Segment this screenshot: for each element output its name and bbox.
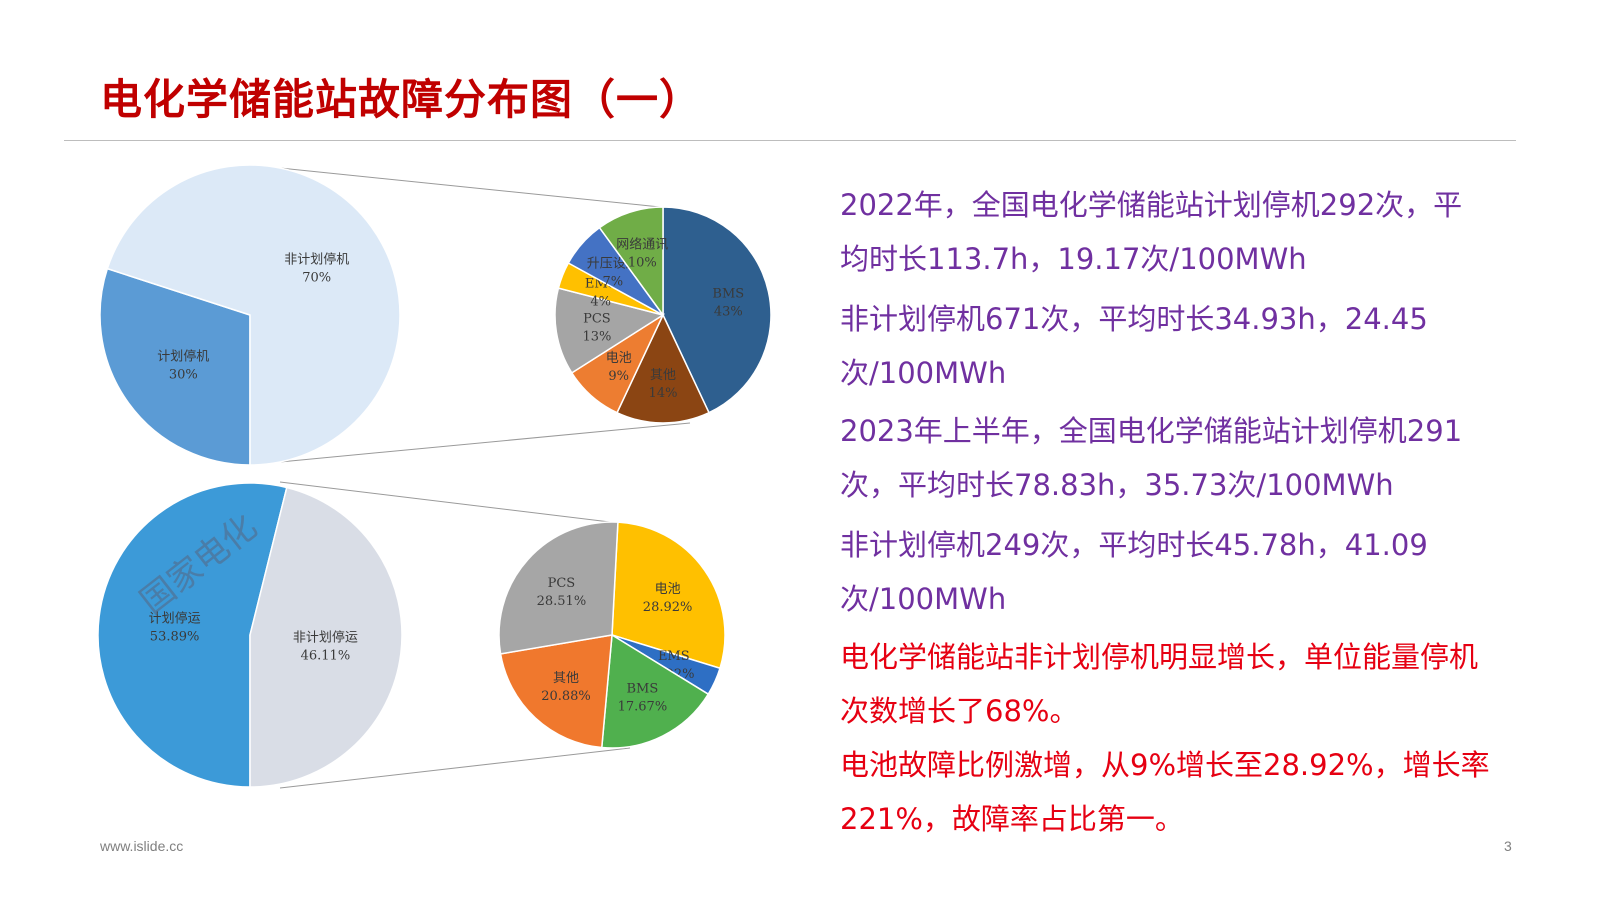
- pie3-slice-2: [600, 633, 710, 749]
- pie2-slice-1: [249, 486, 403, 788]
- pie0-slice-1-value-label: 70%: [302, 271, 331, 286]
- pie-2023-unplanned-breakdown: 电池28.92%EMS4.02%BMS17.67%其他20.88%PCS28.5…: [498, 521, 726, 749]
- paragraph-2023-unplanned: 非计划停机249次，平均时长45.78h，41.09次/100MWh: [840, 528, 1428, 616]
- pie1-slice-1: [616, 313, 710, 424]
- pie1-slice-6-name-label: 网络通讯: [616, 236, 668, 252]
- pie3-slice-0-value-label: 28.92%: [643, 600, 693, 615]
- paragraph-growth-conclusion: 电化学储能站非计划停机明显增长，单位能量停机次数增长了68%。: [840, 640, 1479, 728]
- paragraph-battery-conclusion: 电池故障比例激增，从9%增长至28.92%，增长率221%，故障率占比第一。: [840, 748, 1490, 836]
- pie0-slice-1-name-label: 非计划停机: [284, 252, 349, 268]
- pie1-slice-2-value-label: 9%: [608, 369, 629, 384]
- page-number: 3: [1504, 838, 1512, 854]
- pie0-slice-0-value-label: 30%: [169, 368, 198, 383]
- pie1-slice-0: [662, 206, 772, 414]
- footer-url: www.islide.cc: [100, 838, 184, 854]
- pie3-slice-4-value-label: 28.51%: [537, 594, 587, 609]
- page-title: 电化学储能站故障分布图（一）: [100, 75, 703, 124]
- pie0-slice-0-name-label: 计划停机: [157, 349, 209, 365]
- connector-line-3: [279, 747, 631, 789]
- connector-line-1: [279, 422, 691, 463]
- pie1-slice-3-value-label: 13%: [582, 330, 611, 345]
- pie2-slice-1-value-label: 46.11%: [301, 648, 351, 663]
- fault-distribution-figure: 计划停机 30% 非计划停机 70% BMS 43% 其他 14% 电池 9% PCS 13% EMS…: [90, 160, 810, 800]
- title-divider: [64, 140, 1516, 141]
- connector-line-0: [279, 167, 661, 208]
- connector-lines: [279, 167, 691, 789]
- pie1-slice-3-name-label: PCS: [583, 312, 611, 327]
- paragraph-2023-planned: 2023年上半年，全国电化学储能站计划停机291次，平均时长78.83h，35.…: [840, 414, 1463, 502]
- pie1-slice-5-value-label: 7%: [602, 275, 623, 290]
- pie3-slice-3: [499, 634, 613, 749]
- pie1-slice-3: [554, 287, 665, 374]
- connector-line-2: [279, 481, 611, 523]
- pie1-slice-0-name-label: BMS: [712, 286, 744, 301]
- pie3-slice-4: [498, 521, 619, 655]
- pie2-slice-1-name-label: 非计划停运: [293, 629, 358, 645]
- pie2-slice-0: [97, 482, 288, 788]
- pie1-slice-6-value-label: 10%: [628, 255, 657, 270]
- pie1-slice-0-value-label: 43%: [714, 304, 743, 319]
- pie1-slice-4-value-label: 4%: [590, 294, 611, 309]
- pie3-slice-2-name-label: BMS: [627, 682, 659, 697]
- pie1-slice-6: [598, 206, 664, 318]
- pie-charts-svg: 计划停机 30% 非计划停机 70% BMS 43% 其他 14% 电池 9% PCS 13% EMS…: [97, 164, 772, 789]
- pie1-slice-1-value-label: 14%: [649, 386, 678, 401]
- pie0-slice-1: [106, 164, 401, 466]
- pie1-slice-1-name-label: 其他: [650, 368, 676, 383]
- pie2-slice-0-value-label: 53.89%: [150, 630, 200, 645]
- text-panel: 2022年，全国电化学储能站计划停机292次，平均时长113.7h，19.17次…: [840, 178, 1490, 846]
- pie3-slice-0-name-label: 电池: [655, 582, 681, 597]
- pie3-slice-1-name-label: EMS: [658, 649, 690, 664]
- paragraph-2022-unplanned: 非计划停机671次，平均时长34.93h，24.45次/100MWh: [840, 302, 1428, 390]
- pie3-slice-2-value-label: 17.67%: [618, 700, 668, 715]
- pie-2022-overview: 计划停机 30% 非计划停机 70%: [99, 164, 401, 466]
- pie3-slice-3-value-label: 20.88%: [541, 689, 591, 704]
- pie0-slice-0: [99, 267, 251, 466]
- pie3-slice-4-name-label: PCS: [548, 576, 576, 591]
- paragraph-2022-planned: 2022年，全国电化学储能站计划停机292次，平均时长113.7h，19.17次…: [840, 188, 1463, 276]
- pie-2023-overview: 计划停运 53.89% 非计划停运 46.11%: [97, 482, 403, 788]
- pie1-slice-2-name-label: 电池: [606, 351, 632, 366]
- pie3-slice-3-name-label: 其他: [553, 671, 579, 686]
- pie2-slice-0-name-label: 计划停运: [149, 611, 201, 627]
- pie3-slice-0: [611, 521, 726, 670]
